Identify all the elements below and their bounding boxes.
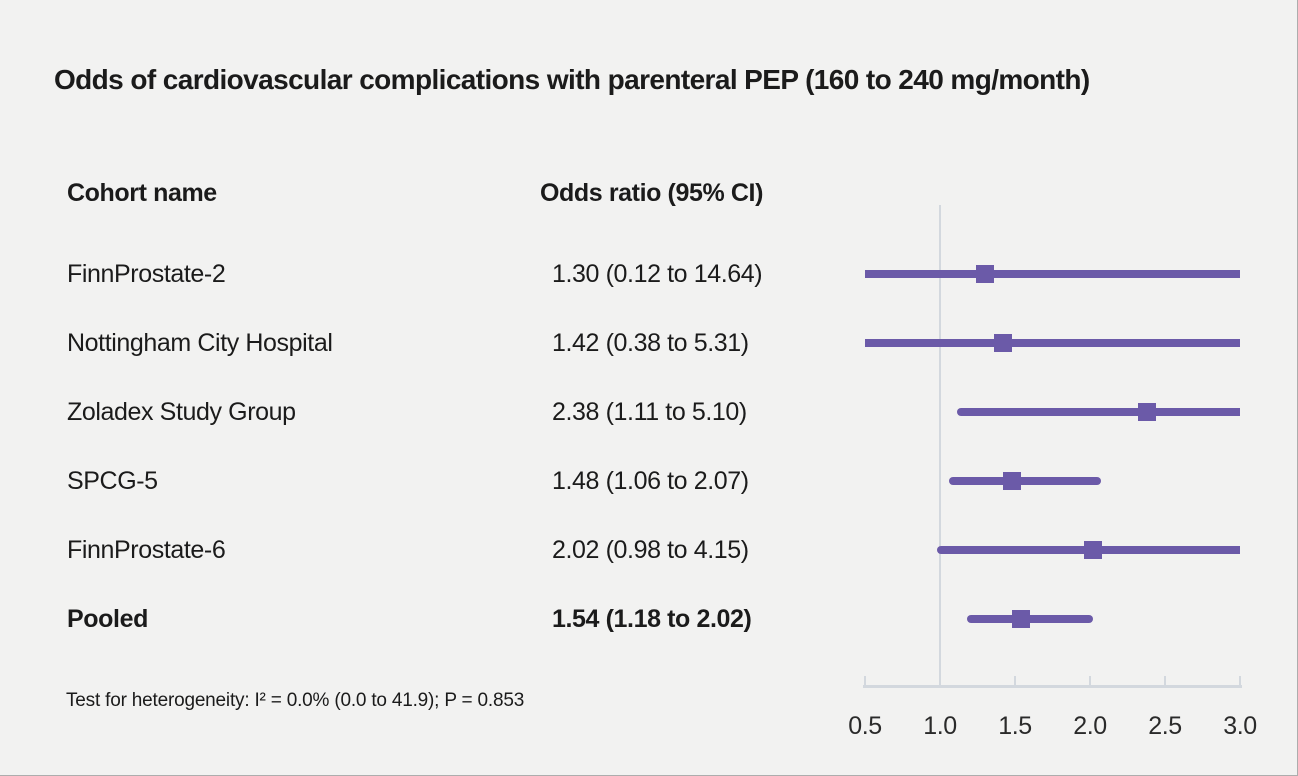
confidence-interval-line xyxy=(967,615,1093,623)
confidence-interval-line xyxy=(865,339,1240,347)
x-axis-tick-label: 2.5 xyxy=(1148,712,1182,740)
x-axis-tick xyxy=(1164,676,1166,685)
x-axis-tick-label: 3.0 xyxy=(1223,712,1257,740)
cohort-name: FinnProstate-6 xyxy=(67,536,226,564)
odds-ratio-value: 1.54 (1.18 to 2.02) xyxy=(552,605,752,633)
heterogeneity-footnote: Test for heterogeneity: I² = 0.0% (0.0 t… xyxy=(66,690,525,711)
cohort-name: Zoladex Study Group xyxy=(67,398,296,426)
cohort-name: Nottingham City Hospital xyxy=(67,329,333,357)
column-header-odds-ratio: Odds ratio (95% CI) xyxy=(540,179,763,207)
point-estimate-marker xyxy=(976,265,994,283)
column-header-cohort: Cohort name xyxy=(67,179,217,207)
cohort-name: SPCG-5 xyxy=(67,467,158,495)
odds-ratio-value: 2.38 (1.11 to 5.10) xyxy=(552,398,747,426)
odds-ratio-value: 2.02 (0.98 to 4.15) xyxy=(552,536,749,564)
cohort-name: FinnProstate-2 xyxy=(67,260,226,288)
odds-ratio-value: 1.42 (0.38 to 5.31) xyxy=(552,329,749,357)
chart-title: Odds of cardiovascular complications wit… xyxy=(54,64,1090,95)
point-estimate-marker xyxy=(1138,403,1156,421)
x-axis-line xyxy=(863,685,1242,688)
odds-ratio-value: 1.30 (0.12 to 14.64) xyxy=(552,260,763,288)
confidence-interval-line xyxy=(865,270,1240,278)
x-axis-tick-label: 2.0 xyxy=(1073,712,1107,740)
point-estimate-marker xyxy=(994,334,1012,352)
x-axis-tick xyxy=(1239,676,1241,685)
point-estimate-marker xyxy=(1003,472,1021,490)
x-axis-tick-label: 1.5 xyxy=(998,712,1032,740)
x-axis-tick-label: 0.5 xyxy=(848,712,882,740)
x-axis-tick-label: 1.0 xyxy=(923,712,957,740)
confidence-interval-line xyxy=(949,477,1101,485)
confidence-interval-line xyxy=(956,408,1240,416)
point-estimate-marker xyxy=(1012,610,1030,628)
x-axis-tick xyxy=(1089,676,1091,685)
x-axis-tick xyxy=(864,676,866,685)
reference-line-or-1 xyxy=(939,205,941,688)
x-axis-tick xyxy=(939,676,941,685)
cohort-name: Pooled xyxy=(67,605,148,633)
odds-ratio-value: 1.48 (1.06 to 2.07) xyxy=(552,467,749,495)
x-axis-tick xyxy=(1014,676,1016,685)
point-estimate-marker xyxy=(1084,541,1102,559)
